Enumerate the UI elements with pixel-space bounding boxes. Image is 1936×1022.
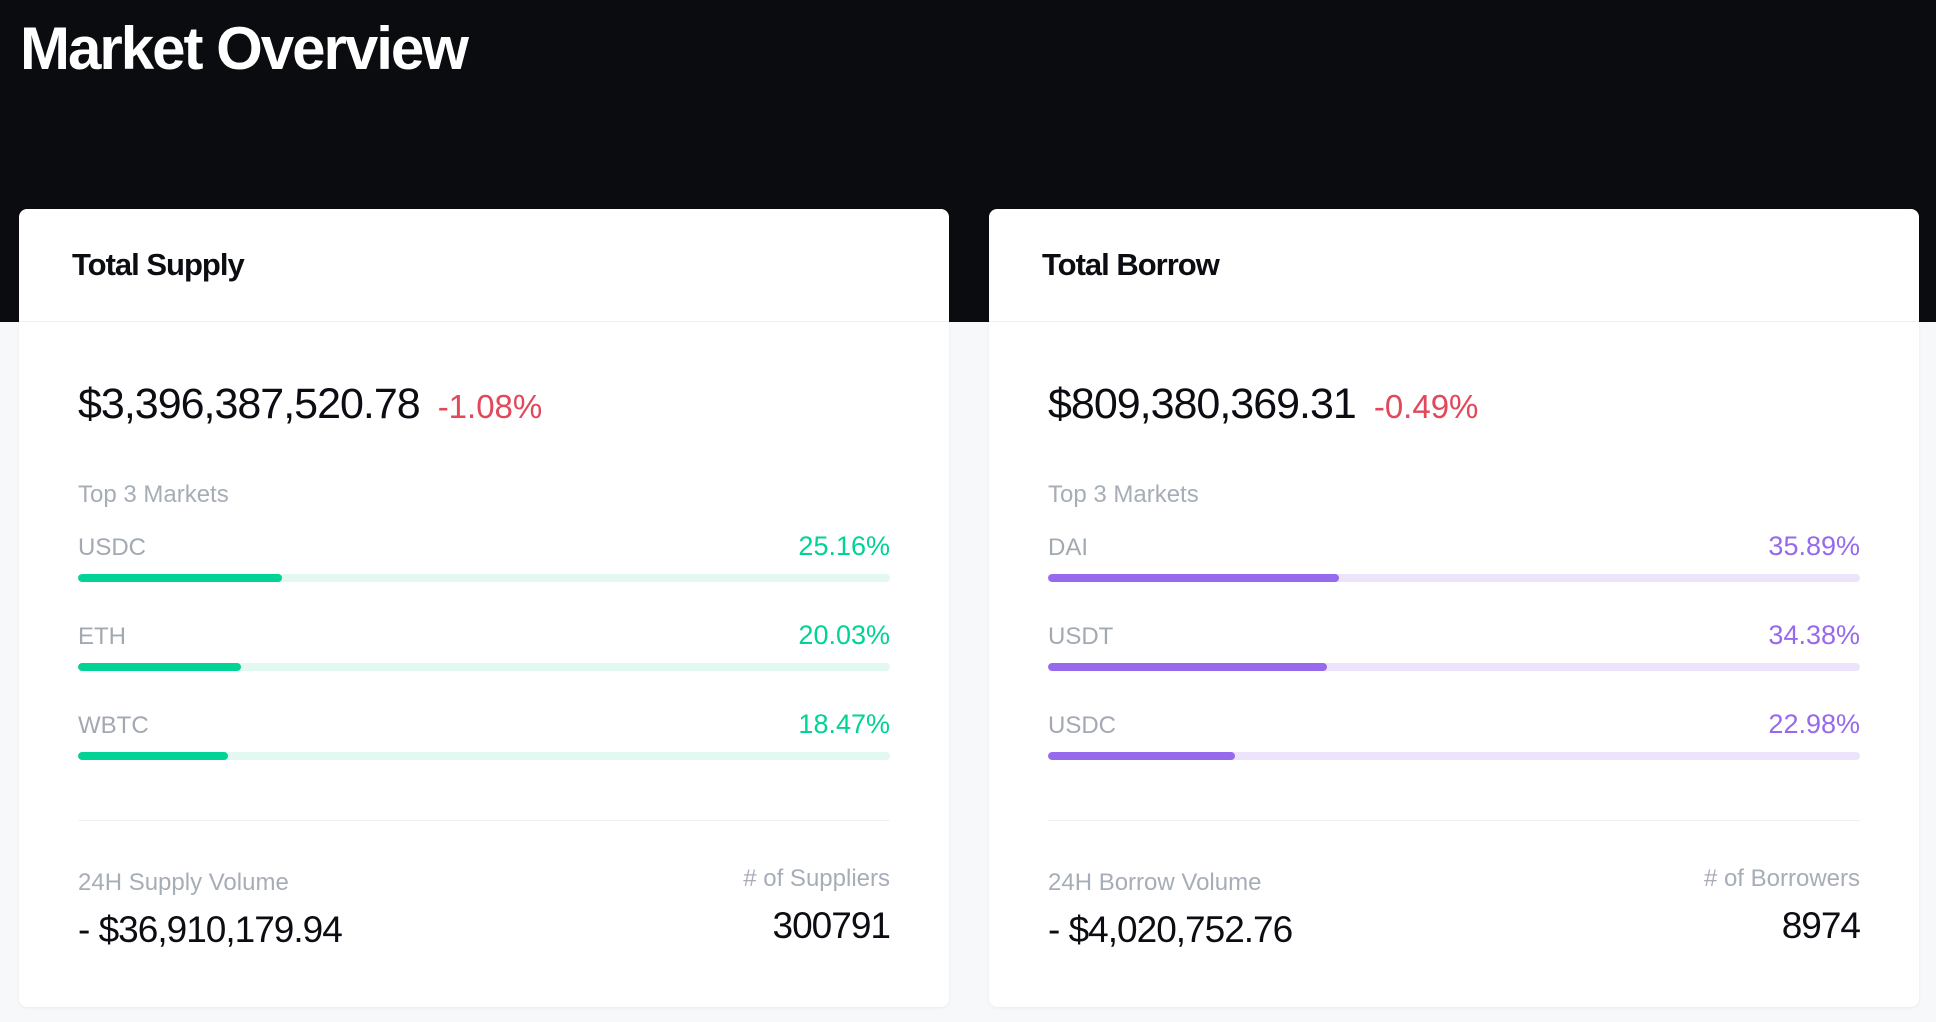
market-progress-bar (1048, 574, 1860, 582)
market-progress-fill (1048, 663, 1328, 671)
divider (1048, 820, 1860, 821)
market-progress-fill (78, 574, 283, 582)
market-item[interactable]: USDT 34.38% (1048, 620, 1860, 671)
borrowers-count-label: # of Borrowers (1703, 865, 1860, 892)
market-progress-bar (78, 752, 890, 760)
market-name: USDC (78, 534, 147, 561)
market-name: ETH (78, 623, 126, 650)
supply-volume-value: - $36,910,179.94 (78, 909, 343, 950)
market-name: DAI (1048, 534, 1089, 561)
total-borrow-change: -0.49% (1373, 388, 1479, 425)
top-markets-label: Top 3 Markets (1048, 481, 1199, 508)
market-progress-fill (1048, 752, 1235, 760)
market-item[interactable]: WBTC 18.47% (78, 709, 890, 760)
borrowers-count-value: 8974 (1781, 905, 1861, 946)
total-borrow-value: $809,380,369.31 (1048, 380, 1357, 428)
market-progress-fill (1048, 574, 1340, 582)
market-progress-bar (78, 574, 890, 582)
market-item[interactable]: ETH 20.03% (78, 620, 890, 671)
total-borrow-card[interactable]: Total Borrow $809,380,369.31 -0.49% Top … (989, 209, 1919, 1007)
total-supply-card[interactable]: Total Supply $3,396,387,520.78 -1.08% To… (19, 209, 949, 1007)
market-progress-bar (1048, 752, 1860, 760)
card-title: Total Supply (19, 209, 949, 322)
market-item[interactable]: DAI 35.89% (1048, 531, 1860, 582)
total-supply-value: $3,396,387,520.78 (78, 380, 421, 428)
top-markets-label: Top 3 Markets (78, 481, 229, 508)
supply-volume-label: 24H Supply Volume (78, 869, 289, 896)
market-percentage: 22.98% (1768, 709, 1860, 739)
borrow-volume-value: - $4,020,752.76 (1048, 909, 1293, 950)
market-percentage: 20.03% (798, 620, 890, 650)
market-name: USDC (1048, 712, 1117, 739)
market-percentage: 18.47% (798, 709, 890, 739)
page-title: Market Overview (20, 15, 469, 82)
card-title: Total Borrow (989, 209, 1919, 322)
suppliers-count-value: 300791 (772, 905, 891, 946)
total-supply-change: -1.08% (437, 388, 543, 425)
market-progress-bar (78, 663, 890, 671)
market-percentage: 34.38% (1768, 620, 1860, 650)
suppliers-count-label: # of Suppliers (743, 865, 890, 892)
borrow-volume-label: 24H Borrow Volume (1048, 869, 1262, 896)
market-percentage: 25.16% (798, 531, 890, 561)
market-progress-fill (78, 752, 228, 760)
divider (78, 820, 890, 821)
market-item[interactable]: USDC 25.16% (78, 531, 890, 582)
market-item[interactable]: USDC 22.98% (1048, 709, 1860, 760)
market-name: USDT (1048, 623, 1114, 650)
market-progress-bar (1048, 663, 1860, 671)
market-name: WBTC (78, 712, 149, 739)
market-progress-fill (78, 663, 241, 671)
market-percentage: 35.89% (1768, 531, 1860, 561)
